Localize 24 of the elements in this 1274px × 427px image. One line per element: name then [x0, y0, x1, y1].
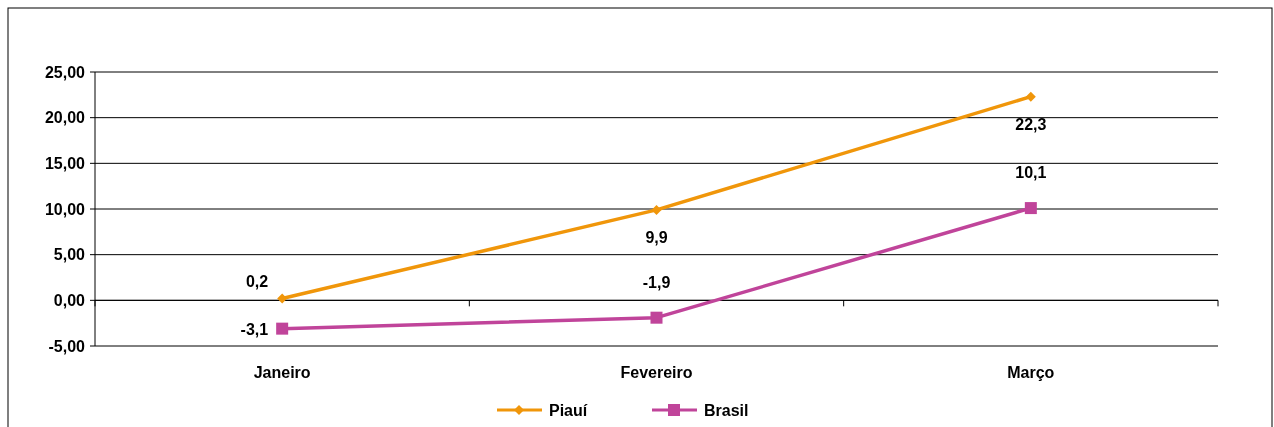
point [1025, 91, 1036, 102]
x-tick-label: Março [1007, 364, 1055, 381]
point [1024, 202, 1037, 215]
data-label: 0,2 [245, 272, 269, 290]
data-label: 10,1 [1015, 164, 1047, 182]
y-tick-label: 0,00 [53, 291, 86, 309]
point [276, 322, 289, 335]
data-label: -3,1 [240, 320, 269, 338]
point [277, 293, 288, 304]
data-label: 22,3 [1015, 115, 1047, 133]
point [651, 204, 662, 215]
point [650, 311, 663, 324]
legend-label: Brasil [704, 401, 749, 419]
data-label: 9,9 [645, 228, 668, 246]
legend-label: Piauí [549, 401, 588, 419]
y-tick-label: -5,00 [48, 337, 86, 355]
y-tick-label: 10,00 [44, 200, 86, 218]
y-tick-label: 15,00 [44, 154, 86, 172]
x-tick-label: Fevereiro [620, 364, 693, 381]
x-tick-label: Janeiro [253, 364, 311, 381]
y-tick-label: 25,00 [44, 63, 86, 81]
data-label: -1,9 [642, 273, 671, 291]
y-tick-label: 20,00 [44, 109, 86, 127]
y-tick-label: 5,00 [53, 246, 86, 264]
